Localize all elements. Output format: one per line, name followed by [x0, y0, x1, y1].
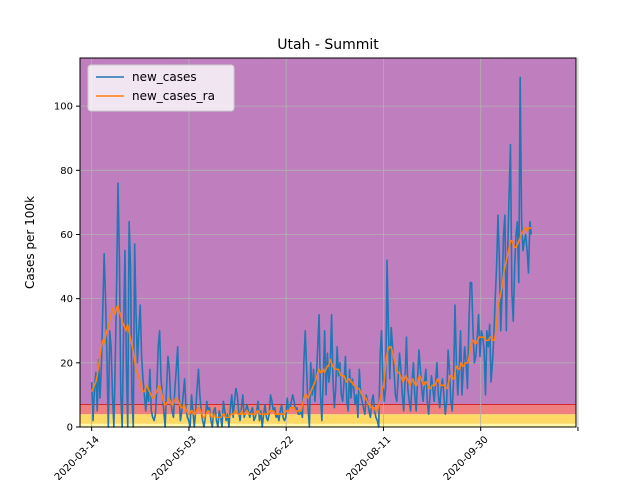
series-layer [90, 76, 533, 428]
x-tick-label: 2020-05-03 [150, 434, 199, 480]
legend: new_cases new_cases_ra [87, 64, 235, 112]
x-tick-label: 2020-08-11 [345, 434, 394, 480]
series-line-new-cases [90, 76, 533, 428]
x-tick-label: 2020-03-14 [53, 434, 102, 480]
legend-label: new_cases_ra [132, 89, 215, 103]
chart-title: Utah - Summit [277, 37, 379, 53]
x-tick-label: 2020-06-22 [247, 434, 296, 480]
y-tick-label: 100 [54, 102, 73, 113]
plot-frame [79, 57, 577, 428]
background-band [80, 414, 576, 424]
background-band [80, 423, 576, 427]
series-line-new-cases-ra [90, 227, 532, 419]
background-band [80, 404, 576, 415]
y-tick-label: 60 [60, 230, 73, 241]
y-tick-label: 40 [60, 294, 73, 305]
y-tick-label: 80 [60, 166, 73, 177]
legend-box [87, 64, 235, 112]
y-axis-ticks: 0 20 40 60 80 100 [54, 102, 80, 434]
y-axis-label: Cases per 100k [23, 196, 37, 289]
y-tick-label: 20 [60, 358, 73, 369]
y-tick-label: 0 [67, 423, 73, 434]
legend-label: new_cases [132, 70, 197, 84]
x-tick-label: 2020-09-30 [442, 434, 491, 480]
x-axis-ticks: 2020-03-14 2020-05-03 2020-06-22 2020-08-11… [53, 427, 579, 480]
